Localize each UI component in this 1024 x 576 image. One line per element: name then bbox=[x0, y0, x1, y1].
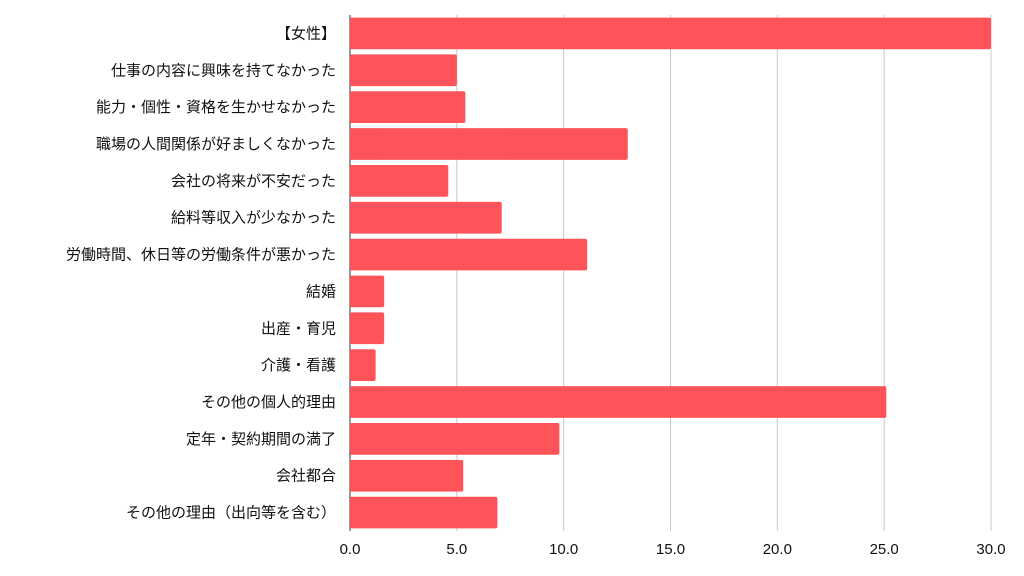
bar bbox=[350, 386, 887, 418]
category-label: 会社都合 bbox=[276, 467, 336, 485]
category-label: 労働時間、休日等の労働条件が悪かった bbox=[66, 246, 336, 264]
x-tick-label: 5.0 bbox=[446, 541, 467, 558]
x-tick-label: 20.0 bbox=[763, 541, 792, 558]
x-tick-label: 10.0 bbox=[549, 541, 578, 558]
category-label: 介護・看護 bbox=[261, 356, 336, 374]
bar bbox=[350, 275, 385, 308]
bar bbox=[350, 312, 385, 345]
category-label: 出産・育児 bbox=[261, 319, 336, 337]
x-tick-label: 25.0 bbox=[870, 541, 899, 558]
x-axis-ticks: 0.0 5.0 10.0 15.0 20.0 25.0 30.0 bbox=[340, 541, 1006, 558]
category-label: 職場の人間関係が好ましくなかった bbox=[96, 135, 336, 153]
category-label: その他の個人的理由 bbox=[201, 393, 336, 411]
bar bbox=[350, 165, 449, 197]
bars bbox=[350, 17, 991, 529]
category-label: 能力・個性・資格を生かせなかった bbox=[96, 98, 336, 116]
category-label: 定年・契約期間の満了 bbox=[186, 430, 336, 448]
x-tick-label: 30.0 bbox=[976, 541, 1005, 558]
bar bbox=[350, 238, 588, 271]
bar bbox=[350, 128, 628, 160]
bar bbox=[350, 201, 502, 234]
category-label: 給料等収入が少なかった bbox=[171, 209, 336, 227]
category-labels: 【女性】仕事の内容に興味を持てなかった能力・個性・資格を生かせなかった職場の人間… bbox=[66, 24, 336, 521]
bar bbox=[350, 54, 457, 87]
bar bbox=[350, 423, 560, 455]
x-tick-label: 0.0 bbox=[340, 541, 361, 558]
category-label: 仕事の内容に興味を持てなかった bbox=[111, 61, 336, 79]
bar bbox=[350, 349, 376, 381]
bar bbox=[350, 91, 466, 123]
category-label: 結婚 bbox=[306, 282, 336, 300]
bar bbox=[350, 459, 464, 492]
bar bbox=[350, 17, 991, 50]
x-tick-label: 15.0 bbox=[656, 541, 685, 558]
category-label: 会社の将来が不安だった bbox=[171, 172, 336, 190]
bar bbox=[350, 496, 498, 529]
category-label: 【女性】 bbox=[276, 24, 336, 42]
category-label: その他の理由（出向等を含む） bbox=[126, 504, 336, 522]
